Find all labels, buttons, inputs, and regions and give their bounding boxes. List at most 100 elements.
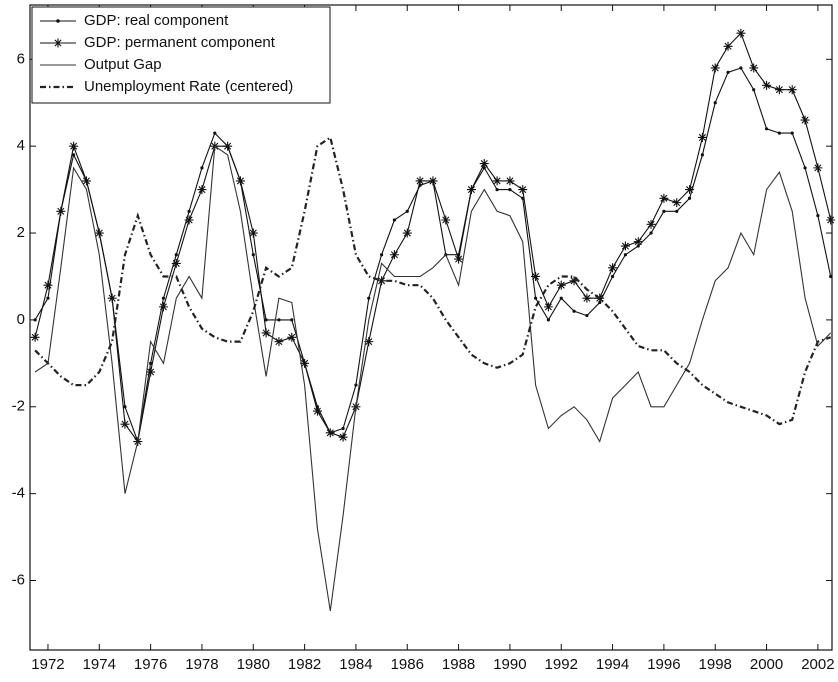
- y-tick-label: -6: [12, 571, 25, 588]
- point: [623, 253, 628, 257]
- point: [341, 426, 345, 431]
- point: [33, 318, 37, 322]
- point: [261, 328, 271, 338]
- point: [466, 185, 476, 195]
- series-line: [34, 135, 832, 426]
- legend-label: GDP: real component: [84, 12, 229, 29]
- x-tick-label: 1972: [31, 656, 64, 673]
- point: [415, 176, 425, 186]
- point: [187, 209, 191, 213]
- point: [495, 187, 499, 192]
- point: [30, 332, 40, 342]
- plot-frame: [29, 4, 833, 651]
- point: [377, 276, 387, 286]
- point: [290, 318, 294, 322]
- x-tick-label: 1986: [391, 656, 424, 673]
- point: [518, 185, 528, 195]
- point: [710, 63, 720, 73]
- y-tick-label: 2: [17, 224, 25, 241]
- point: [354, 383, 358, 387]
- point: [572, 309, 576, 313]
- x-tick-label: 1982: [288, 656, 321, 673]
- x-tick-label: 1988: [442, 656, 475, 673]
- point: [402, 228, 412, 238]
- point: [726, 70, 730, 74]
- y-tick-label: 4: [17, 137, 25, 154]
- x-tick-label: 1994: [596, 656, 629, 673]
- point: [158, 302, 168, 312]
- point: [379, 253, 384, 257]
- point: [649, 231, 653, 235]
- legend-label: Unemployment Rate (centered): [84, 78, 293, 95]
- x-tick-label: 1990: [493, 656, 526, 673]
- point: [338, 432, 348, 442]
- x-tick-label: 1978: [185, 656, 218, 673]
- point: [235, 176, 245, 186]
- x-tick-label: 1974: [83, 656, 116, 673]
- x-tick-label: 2000: [750, 656, 783, 673]
- y-tick-label: 6: [17, 50, 25, 67]
- y-tick-label: 0: [17, 311, 25, 328]
- point: [43, 280, 53, 290]
- point: [325, 428, 335, 438]
- point: [713, 101, 717, 105]
- point: [700, 153, 704, 157]
- y-tick-label: -2: [12, 398, 25, 415]
- point: [367, 296, 371, 300]
- x-tick-label: 1984: [339, 656, 372, 673]
- point: [46, 296, 50, 300]
- point: [813, 163, 823, 173]
- point: [312, 406, 322, 416]
- point: [697, 132, 707, 142]
- point: [829, 274, 833, 279]
- point: [72, 153, 76, 157]
- point: [274, 337, 284, 347]
- point: [800, 115, 810, 125]
- point: [248, 228, 258, 238]
- point: [492, 176, 502, 186]
- point: [69, 141, 79, 151]
- point: [174, 253, 178, 257]
- legend-marker: [56, 19, 60, 23]
- x-tick-label: 2002: [801, 656, 834, 673]
- point: [454, 254, 464, 264]
- point: [94, 228, 104, 238]
- x-tick-label: 1996: [647, 656, 680, 673]
- point: [146, 367, 156, 377]
- point: [364, 337, 374, 347]
- x-tick-label: 1980: [237, 656, 270, 673]
- point: [287, 332, 297, 342]
- point: [723, 41, 733, 51]
- point: [672, 198, 682, 208]
- point: [787, 85, 797, 95]
- point: [56, 206, 66, 216]
- point: [264, 318, 268, 322]
- point: [659, 193, 669, 203]
- series-line: [34, 145, 832, 611]
- point: [223, 141, 233, 151]
- point: [107, 293, 117, 303]
- point: [546, 318, 551, 322]
- point: [620, 241, 630, 251]
- point: [816, 214, 820, 218]
- x-tick-label: 1992: [545, 656, 578, 673]
- point: [213, 131, 217, 135]
- point: [762, 80, 772, 90]
- point: [161, 296, 166, 300]
- point: [749, 63, 759, 73]
- point: [739, 66, 743, 70]
- point: [389, 250, 399, 260]
- point: [675, 209, 679, 213]
- point: [531, 271, 541, 281]
- point: [803, 166, 807, 170]
- x-tick-label: 1998: [699, 656, 732, 673]
- point: [569, 276, 579, 286]
- point: [81, 176, 91, 186]
- point: [764, 127, 769, 131]
- point: [556, 280, 566, 290]
- legend-marker: [53, 38, 63, 48]
- point: [585, 313, 589, 318]
- point: [633, 237, 643, 247]
- legend-box: [31, 6, 331, 104]
- point: [300, 358, 310, 368]
